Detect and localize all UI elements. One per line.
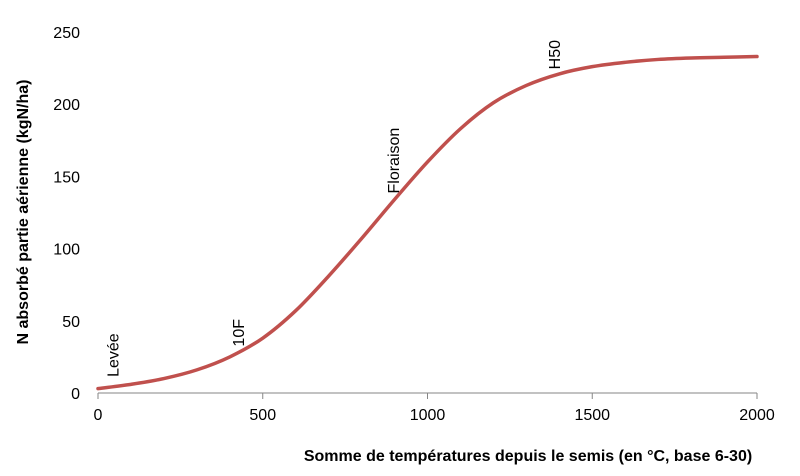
x-axis-ticks: 0 500 1000 1500 2000 [94,393,775,424]
y-tick-label: 250 [53,25,80,42]
y-tick-label: 50 [62,314,80,331]
x-tick-label: 1000 [410,407,446,424]
annotation-label: 10F [231,319,248,347]
y-tick-label: 150 [53,169,80,186]
x-tick-label: 2000 [739,407,775,424]
y-tick-label: 100 [53,242,80,259]
annotation-label: Floraison [386,128,403,194]
y-tick-label: 0 [71,386,80,403]
annotation-label: H50 [547,40,564,69]
y-axis-ticks: 0 50 100 150 200 250 [53,25,80,403]
y-tick-label: 200 [53,97,80,114]
x-axis-title: Somme de températures depuis le semis (e… [304,448,752,465]
x-tick-label: 1500 [574,407,610,424]
annotations: Levée 10F Floraison H50 [106,40,565,377]
y-axis-title: N absorbé partie aérienne (kgN/ha) [15,80,32,345]
series-line [96,54,759,391]
annotation-label: Levée [106,333,123,377]
x-tick-label: 0 [94,407,103,424]
x-tick-label: 500 [249,407,276,424]
